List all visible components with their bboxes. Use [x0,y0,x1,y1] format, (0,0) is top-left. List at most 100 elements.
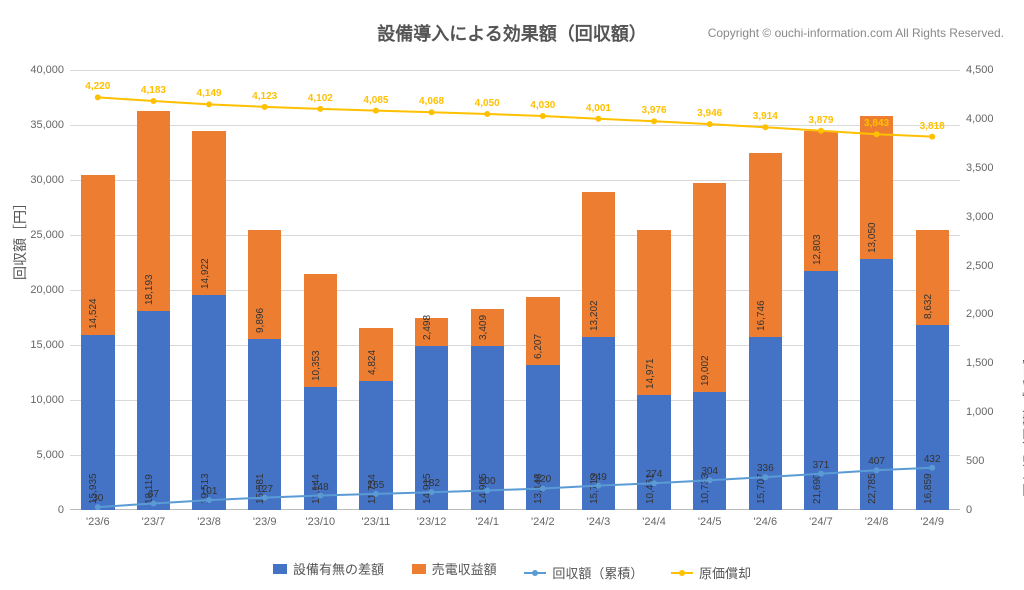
bar-label-orange: 12,803 [812,235,823,266]
bar-group [248,230,281,510]
line-label-cumulative: 182 [423,478,440,489]
x-tick: '24/9 [920,510,944,528]
y-left-tick: 25,000 [30,229,70,241]
bar-label-orange: 14,971 [645,358,656,389]
y-left-tick: 10,000 [30,394,70,406]
y-right-tick: 500 [960,455,984,467]
y-left-tick: 0 [58,504,70,516]
y-right-tick: 1,500 [960,357,994,369]
line-label-depreciation: 3,976 [642,105,667,116]
line-label-depreciation: 4,220 [85,81,110,92]
legend-label-depreciation: 原価償却 [699,563,751,582]
line-label-depreciation: 4,183 [141,85,166,96]
x-tick: '24/6 [754,510,778,528]
line-label-cumulative: 274 [646,469,663,480]
line-label-cumulative: 432 [924,454,941,465]
x-tick: '24/8 [865,510,889,528]
x-tick: '24/1 [475,510,499,528]
bar-group [137,111,170,510]
bar-label-blue: 15,707 [756,473,767,504]
line-label-depreciation: 3,946 [697,108,722,119]
line-label-depreciation: 3,879 [808,115,833,126]
bar-group [582,192,615,510]
y-right-tick: 1,000 [960,406,994,418]
bar-label-orange: 13,202 [589,301,600,332]
line-label-depreciation: 3,843 [864,118,889,129]
line-label-depreciation: 4,030 [530,100,555,111]
legend-line-depreciation [671,572,693,574]
x-tick: '23/10 [305,510,335,528]
line-label-cumulative: 304 [701,466,718,477]
legend-line-cumulative [524,572,546,574]
legend-swatch-orange [412,564,426,574]
x-tick: '23/9 [253,510,277,528]
x-tick: '23/11 [362,510,391,528]
bar-label-orange: 18,193 [144,274,155,305]
legend-item-orange: 売電収益額 [412,559,497,578]
bar-label-blue: 22,785 [867,473,878,504]
y-left-tick: 40,000 [30,64,70,76]
line-label-depreciation: 4,123 [252,91,277,102]
grid-line [70,70,960,71]
x-tick: '23/12 [417,510,447,528]
y-right-tick: 4,500 [960,64,994,76]
line-label-cumulative: 200 [479,476,496,487]
bar-group [749,153,782,510]
x-tick: '24/4 [642,510,666,528]
x-tick: '24/3 [587,510,611,528]
legend: 設備有無の差額 売電収益額 回収額（累積） 原価償却 [0,559,1024,582]
y-right-tick: 3,500 [960,162,994,174]
line-label-cumulative: 249 [590,472,607,483]
bar-label-orange: 8,632 [923,294,934,319]
y-left-tick: 20,000 [30,284,70,296]
line-label-cumulative: 407 [868,456,885,467]
line-label-depreciation: 4,068 [419,96,444,107]
y-left-tick: 35,000 [30,119,70,131]
bar-label-blue: 21,690 [812,473,823,504]
bar-group [804,131,837,510]
bar-label-orange: 6,207 [533,334,544,359]
line-label-depreciation: 3,914 [753,111,778,122]
line-label-cumulative: 165 [368,480,385,491]
line-label-depreciation: 3,818 [920,121,945,132]
line-label-cumulative: 371 [813,460,830,471]
bar-group [693,183,726,510]
line-label-cumulative: 148 [312,482,329,493]
line-label-depreciation: 4,001 [586,103,611,114]
line-label-cumulative: 101 [201,486,218,497]
y-right-tick: 2,000 [960,308,994,320]
bar-label-orange: 4,824 [367,350,378,375]
bar-label-orange: 9,896 [255,308,266,333]
y-left-tick: 5,000 [36,449,70,461]
line-label-cumulative: 67 [148,489,159,500]
line-label-cumulative: 30 [92,493,103,504]
x-tick: '23/6 [86,510,110,528]
line-label-depreciation: 4,050 [475,98,500,109]
plot-area: 05,00010,00015,00020,00025,00030,00035,0… [70,70,960,510]
y-right-tick: 3,000 [960,211,994,223]
line-label-depreciation: 4,149 [197,88,222,99]
line-label-cumulative: 336 [757,463,774,474]
bar-group [860,116,893,510]
y-right-tick: 0 [960,504,972,516]
x-tick: '24/2 [531,510,555,528]
y-right-tick: 2,500 [960,260,994,272]
bar-group [192,131,225,510]
bar-label-orange: 13,050 [867,223,878,254]
legend-swatch-blue [273,564,287,574]
bar-label-blue: 16,859 [923,473,934,504]
x-tick: '23/8 [197,510,221,528]
bar-label-orange: 3,409 [478,315,489,340]
chart-area: 05,00010,00015,00020,00025,00030,00035,0… [70,70,960,510]
bar-label-orange: 2,498 [422,315,433,340]
legend-item-depreciation: 原価償却 [671,563,751,582]
bar-label-blue: 10,733 [700,473,711,504]
legend-label-blue: 設備有無の差額 [293,559,384,578]
bar-label-orange: 19,002 [700,355,711,386]
x-tick: '23/7 [142,510,166,528]
x-tick: '24/7 [809,510,833,528]
y-left-tick: 15,000 [30,339,70,351]
bar-label-orange: 14,524 [88,298,99,329]
line-label-depreciation: 4,102 [308,93,333,104]
bar-label-orange: 14,922 [200,259,211,290]
